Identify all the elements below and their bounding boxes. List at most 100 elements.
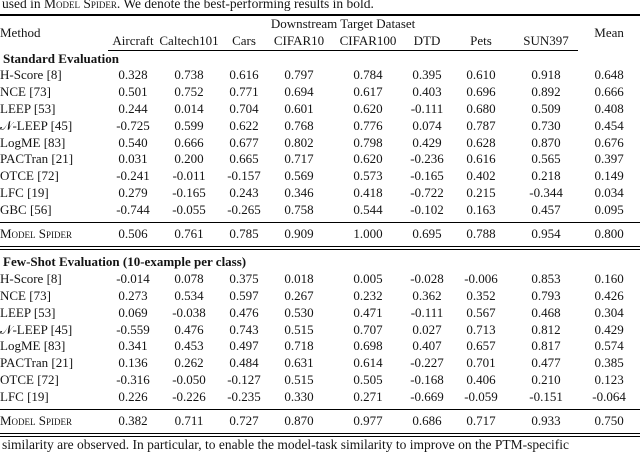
value-cell: 0.954 [514, 221, 579, 247]
value-cell: -0.165 [410, 168, 444, 184]
table-row: NCE [73] 0.273 0.534 0.597 0.267 0.232 0.362 0.… [0, 288, 640, 305]
value-cell: 0.328 [118, 67, 148, 83]
value-cell: 0.453 [174, 338, 204, 354]
value-cell: 0.397 [594, 151, 624, 167]
value-cell: 0.501 [118, 84, 148, 100]
method-cell: LFC [19] [0, 388, 49, 404]
value-cell: 0.074 [412, 117, 442, 133]
double-rule [0, 246, 640, 251]
value-cell: 0.614 [353, 355, 383, 371]
value-cell: 0.226 [118, 388, 148, 404]
method-cell: Model Spider [0, 408, 108, 434]
value-cell: -0.235 [227, 388, 261, 404]
dataset-header-caltech101: Caltech101 [158, 32, 220, 51]
value-cell: 1.000 [330, 221, 406, 247]
method-cell: H-Score [8] [0, 67, 62, 83]
table-row: H-Score [8] -0.014 0.078 0.375 0.018 0.005 -0.… [0, 271, 640, 288]
value-cell: 0.429 [412, 134, 442, 150]
value-cell: 0.812 [531, 321, 561, 337]
value-cell: -0.064 [592, 388, 626, 404]
value-cell: 0.892 [531, 84, 561, 100]
value-cell: 0.069 [118, 304, 148, 320]
value-cell: 0.610 [466, 67, 496, 83]
value-cell: -0.102 [410, 201, 444, 217]
value-cell: 0.244 [118, 100, 148, 116]
value-cell: 0.426 [594, 287, 624, 303]
value-cell: 0.279 [118, 184, 148, 200]
value-cell: 0.215 [466, 184, 496, 200]
table-row: OTCE [72] -0.241 -0.011 -0.157 0.569 0.573 -0.… [0, 168, 640, 185]
value-cell: 0.402 [466, 168, 496, 184]
value-cell: 0.727 [220, 408, 268, 434]
value-cell: 0.870 [268, 408, 330, 434]
value-cell: 0.382 [108, 408, 158, 434]
caption-model-spider: Model Spider [44, 0, 117, 11]
value-cell: -0.006 [464, 271, 498, 287]
method-cell: Model Spider [0, 221, 108, 247]
value-cell: -0.111 [410, 100, 444, 116]
table-row: LFC [19] 0.279 -0.165 0.243 0.346 0.418 -0.722… [0, 185, 640, 202]
value-cell: -0.151 [529, 388, 563, 404]
value-cell: 0.768 [284, 117, 314, 133]
body-text-clipped: similarity are observed. In particular, … [2, 437, 570, 452]
value-cell: 0.407 [412, 338, 442, 354]
value-cell: 0.817 [531, 338, 561, 354]
table-row: 𝒩-LEEP [45] -0.559 0.476 0.743 0.515 0.707 0.0… [0, 322, 640, 339]
value-cell: 0.565 [531, 151, 561, 167]
method-cell: 𝒩-LEEP [45] [0, 117, 73, 133]
value-cell: -0.127 [227, 371, 261, 387]
model-spider-row: Model Spider 0.506 0.761 0.785 0.909 1.000 0.6… [0, 221, 640, 247]
value-cell: 0.648 [594, 67, 624, 83]
method-cell: NCE [73] [0, 84, 51, 100]
value-cell: -0.111 [410, 304, 444, 320]
value-cell: 0.698 [353, 338, 383, 354]
dataset-header-aircraft: Aircraft [108, 32, 158, 51]
value-cell: -0.744 [116, 201, 150, 217]
method-cell: LEEP [53] [0, 304, 56, 320]
value-cell: -0.316 [116, 371, 150, 387]
value-cell: 0.666 [594, 84, 624, 100]
value-cell: 0.713 [466, 321, 496, 337]
table-row: H-Score [8] 0.328 0.738 0.616 0.797 0.784 0.39… [0, 67, 640, 84]
value-cell: 0.477 [531, 355, 561, 371]
value-cell: -0.226 [172, 388, 206, 404]
value-cell: 0.406 [466, 371, 496, 387]
method-cell: NCE [73] [0, 287, 51, 303]
value-cell: 0.095 [594, 201, 624, 217]
value-cell: -0.241 [116, 168, 150, 184]
value-cell: 0.497 [229, 338, 259, 354]
value-cell: 0.505 [353, 371, 383, 387]
value-cell: 0.375 [229, 271, 259, 287]
value-cell: 0.771 [229, 84, 259, 100]
value-cell: 0.695 [406, 221, 448, 247]
model-spider-row: Model Spider 0.382 0.711 0.727 0.870 0.977 0.6… [0, 408, 640, 434]
value-cell: 0.471 [353, 304, 383, 320]
value-cell: -0.055 [172, 201, 206, 217]
table-caption: used in Model Spider. We denote the best… [2, 0, 640, 11]
value-cell: -0.050 [172, 371, 206, 387]
method-cell: 𝒩-LEEP [45] [0, 321, 73, 337]
value-cell: 0.232 [353, 287, 383, 303]
table-row: PACTran [21] 0.136 0.262 0.484 0.631 0.614 -0.… [0, 355, 640, 372]
value-cell: -0.168 [410, 371, 444, 387]
table-row: NCE [73] 0.501 0.752 0.771 0.694 0.617 0.403 0.… [0, 84, 640, 101]
value-cell: 0.802 [284, 134, 314, 150]
value-cell: 0.718 [284, 338, 314, 354]
value-cell: 0.793 [531, 287, 561, 303]
table-row: LEEP [53] 0.069 -0.038 0.476 0.530 0.471 -0.11… [0, 305, 640, 322]
value-cell: 0.977 [330, 408, 406, 434]
caption-suffix: . We denote the best-performing results … [116, 0, 374, 11]
value-cell: 0.515 [284, 321, 314, 337]
value-cell: 0.707 [353, 321, 383, 337]
method-cell: PACTran [21] [0, 151, 74, 167]
table-header: Method Downstream Target Dataset Mean Ai… [0, 15, 640, 51]
value-cell: 0.031 [118, 151, 148, 167]
value-cell: 0.665 [229, 151, 259, 167]
value-cell: 0.267 [284, 287, 314, 303]
value-cell: 0.005 [353, 271, 383, 287]
table-row: GBC [56] -0.744 -0.055 -0.265 0.758 0.544 -0.1… [0, 202, 640, 222]
method-column-header: Method [0, 24, 41, 40]
value-cell: 0.454 [594, 117, 624, 133]
value-cell: 0.567 [466, 304, 496, 320]
value-cell: 0.616 [466, 151, 496, 167]
